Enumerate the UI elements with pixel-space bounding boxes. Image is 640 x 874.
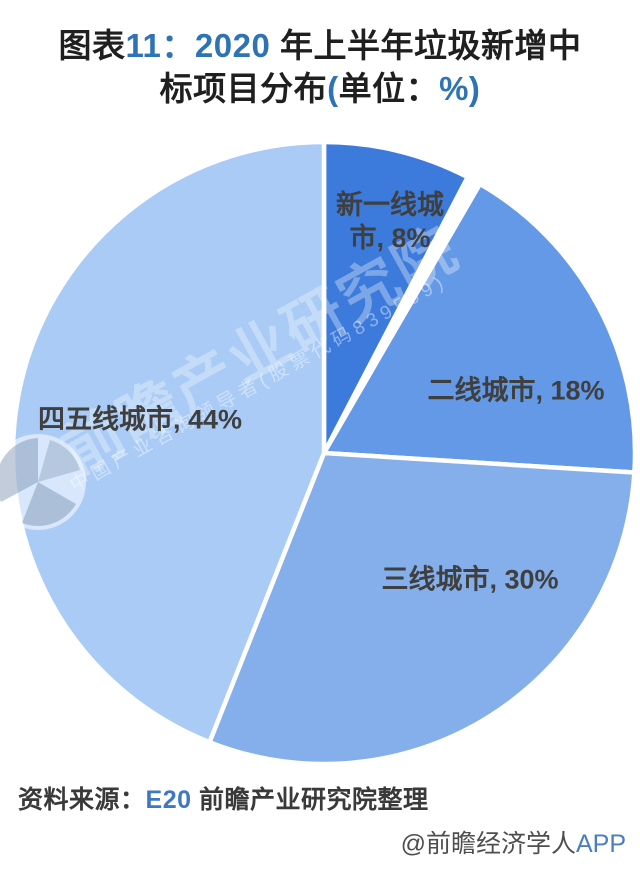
pie-slice-4 — [10, 139, 327, 745]
title-text: 单位： — [338, 70, 440, 107]
title-text: 图表 — [58, 27, 126, 64]
watermark-logo-icon — [0, 434, 86, 530]
title-paren: ( — [327, 70, 339, 107]
title-text: 年上半年垃圾新增中 — [279, 27, 582, 64]
pie-slice-2 — [321, 181, 638, 475]
watermark-credit: @前瞻经济学人APP — [401, 824, 626, 860]
pie-slice-label-4: 四五线城市, 44% — [38, 404, 242, 437]
credit-main: @前瞻经济学人 — [400, 830, 576, 858]
pie-slice-label-line: 新一线城 — [336, 190, 444, 220]
source-label: 资料来源： — [18, 786, 146, 814]
pie-slice-label-line: 市, 8% — [349, 223, 431, 253]
pie-slice-label-line: 三线城市, 30% — [381, 564, 559, 595]
chart-title: 图表11：2020 年上半年垃圾新增中 标项目分布(单位：%) — [0, 24, 640, 110]
pie-slice-3 — [207, 450, 637, 767]
credit-suffix: APP — [575, 830, 626, 858]
source-org: E20 — [145, 786, 199, 814]
source-note: 资料来源：E20 前瞻产业研究院整理 — [18, 780, 428, 816]
pie-slice-1 — [321, 139, 470, 456]
source-rest: 前瞻产业研究院整理 — [198, 786, 429, 814]
title-number: 11：2020 — [125, 27, 280, 64]
pie-slice-label-line: 二线城市, 18% — [427, 375, 605, 406]
pie-slice-label-2: 二线城市, 18% — [427, 375, 604, 408]
pie-slice-label-line: 四五线城市, 44% — [37, 404, 243, 435]
pie-slice-label-3: 三线城市, 30% — [381, 564, 558, 597]
title-unit: %) — [439, 70, 481, 107]
chart-title-line1: 图表11：2020 年上半年垃圾新增中 — [0, 24, 640, 67]
pie-chart — [10, 139, 638, 767]
title-text: 标项目分布 — [159, 70, 328, 107]
chart-title-line2: 标项目分布(单位：%) — [0, 67, 640, 110]
pie-slice-label-1: 新一线城 市, 8% — [336, 189, 444, 255]
